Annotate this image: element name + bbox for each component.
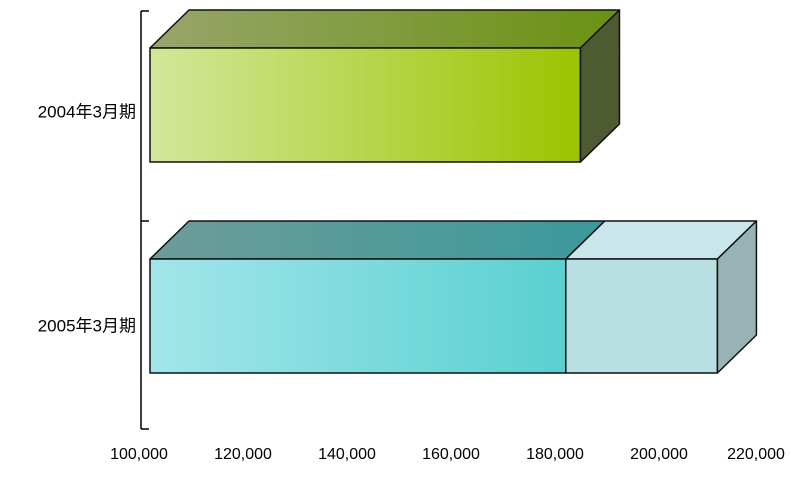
- bar-side-face: [579, 9, 621, 163]
- category-label: 2005年3月期: [38, 316, 136, 335]
- x-tick-label: 120,000: [214, 446, 272, 463]
- bar-group: [149, 9, 621, 163]
- x-tick-label: 140,000: [318, 446, 376, 463]
- x-tick-labels: 100,000 120,000 140,000 160,000 180,000 …: [110, 446, 785, 463]
- bar-front-face: [149, 47, 582, 163]
- x-tick-label: 200,000: [630, 446, 688, 463]
- bar-front-face: [149, 258, 567, 374]
- bar-side-face: [716, 220, 758, 374]
- x-tick-label: 160,000: [422, 446, 480, 463]
- axes: [140, 10, 149, 430]
- bar-top-face: [149, 9, 621, 49]
- category-label: 2004年3月期: [38, 102, 136, 121]
- bar-top-face: [149, 220, 606, 260]
- category-labels: 2004年3月期 2005年3月期: [38, 102, 136, 335]
- x-tick-label: 100,000: [110, 446, 168, 463]
- bar-group: [149, 220, 758, 374]
- bars: [149, 9, 758, 374]
- x-tick-label: 220,000: [727, 446, 785, 463]
- x-tick-label: 180,000: [526, 446, 584, 463]
- bar-front-face: [565, 258, 719, 374]
